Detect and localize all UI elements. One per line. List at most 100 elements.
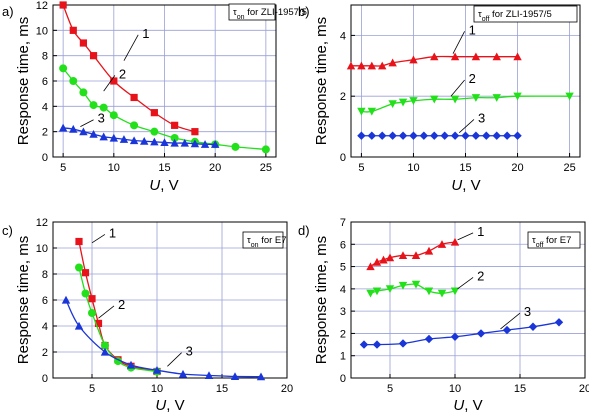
- curve-label: 2: [477, 268, 484, 283]
- curve-label: 2: [118, 297, 125, 312]
- series-2-point-3: [101, 341, 109, 350]
- y-tick-label: 8: [42, 51, 48, 63]
- series-3-point-5: [476, 329, 486, 338]
- x-tick-label: 15: [514, 383, 526, 395]
- series-3-point-1: [74, 321, 84, 330]
- y-tick-label: 0: [42, 373, 48, 385]
- curve-label-leader: [91, 234, 106, 244]
- y-tick-label: 10: [36, 25, 48, 37]
- series-1-point-5: [130, 93, 138, 102]
- legend-text: τoff for ZLI-1957/5: [478, 9, 552, 23]
- curve-label-leader: [500, 312, 521, 330]
- curve-label-leader: [457, 232, 474, 241]
- x-tick-label: 5: [60, 162, 66, 174]
- y-tick-label: 12: [36, 0, 48, 12]
- series-2-point-12: [261, 145, 270, 154]
- y-tick-label: 4: [340, 30, 346, 42]
- series-1-point-3: [94, 319, 103, 327]
- y-tick-label: 1: [340, 351, 346, 363]
- x-tick-label: 10: [151, 383, 163, 395]
- x-axis-label: U, V: [451, 177, 480, 194]
- panel-label: c): [2, 223, 13, 238]
- panel-label: b): [298, 4, 310, 19]
- series-2-point-0: [357, 107, 366, 116]
- series-3-point-15: [210, 140, 220, 148]
- series-3-point-2: [79, 127, 88, 136]
- y-tick-label: 0: [340, 152, 346, 164]
- series-3-point-4: [450, 332, 460, 341]
- series-3-line: [63, 127, 216, 146]
- y-tick-label: 10: [36, 243, 48, 255]
- series-2-point-6: [437, 289, 447, 298]
- y-tick-label: 12: [36, 217, 48, 229]
- series-3-point-5: [409, 131, 418, 140]
- series-3-point-11: [471, 131, 481, 140]
- y-tick-label: 5: [340, 262, 346, 274]
- series-3-point-13: [190, 139, 200, 148]
- y-axis-label: Response time, ms: [313, 236, 330, 364]
- series-1-point-1: [357, 61, 366, 70]
- series-1-point-7: [171, 121, 179, 129]
- series-3-point-12: [482, 131, 491, 140]
- series-2-point-7: [450, 287, 460, 296]
- series-3-point-9: [150, 137, 159, 146]
- y-tick-label: 0: [42, 152, 48, 164]
- chart-panel-4: 5 10 15 20 0 1 2 3 4 5 6 7 1 2 3 τoff for E7 d)Response …: [298, 217, 589, 414]
- series-1-point-5: [411, 251, 421, 260]
- series-2-point-4: [409, 97, 418, 105]
- series-1-point-8: [191, 128, 199, 136]
- curve-label: 1: [109, 225, 116, 240]
- series-3-point-11: [170, 138, 179, 147]
- series-2-point-3: [398, 98, 408, 107]
- y-tick-label: 3: [340, 306, 346, 318]
- y-tick-label: 4: [340, 284, 346, 296]
- curve-label-leader: [458, 119, 475, 133]
- x-tick-label: 10: [108, 162, 120, 174]
- series-3-point-1: [69, 124, 78, 133]
- panel-label: a): [2, 4, 14, 19]
- series-1-point-4: [398, 251, 408, 260]
- series-3-point-14: [200, 140, 210, 148]
- curve-label-leader: [80, 119, 94, 127]
- series-1-line: [62, 4, 196, 133]
- curve-label-leader: [167, 352, 182, 367]
- series-1-point-9: [492, 52, 501, 61]
- series-2-line: [78, 267, 158, 373]
- x-tick-label: 5: [89, 383, 95, 395]
- series-3-point-0: [61, 295, 71, 304]
- series-2-point-9: [513, 92, 522, 101]
- series-3-point-7: [430, 131, 439, 140]
- series-1-point-10: [513, 52, 522, 61]
- curve-label: 2: [119, 66, 126, 81]
- series-2-point-0: [59, 64, 68, 73]
- x-tick-label: 15: [459, 162, 471, 174]
- plot-frame: [350, 221, 586, 379]
- series-2-point-4: [411, 280, 421, 289]
- x-tick-label: 10: [407, 162, 419, 174]
- series-2-point-8: [492, 94, 501, 102]
- series-3-point-2: [378, 131, 387, 140]
- y-tick-label: 2: [340, 91, 346, 103]
- x-tick-label: 5: [358, 162, 364, 174]
- series-3-point-13: [492, 131, 501, 140]
- series-1-point-4: [388, 58, 397, 67]
- series-3-point-14: [502, 131, 512, 140]
- curve-label: 2: [469, 71, 476, 86]
- series-2-point-4: [99, 103, 108, 112]
- curve-label-leader: [457, 277, 474, 290]
- series-3-point-5: [178, 369, 188, 378]
- series-3-point-2: [100, 347, 110, 356]
- series-3-point-6: [119, 135, 129, 143]
- series-2-point-0: [366, 289, 375, 298]
- curve-label-leader: [452, 31, 465, 54]
- series-3-point-4: [99, 132, 108, 141]
- series-1-point-6: [150, 109, 158, 117]
- series-3-point-8: [140, 136, 149, 145]
- curve-label: 1: [477, 224, 484, 239]
- y-tick-label: 6: [340, 239, 346, 251]
- series-2-point-1: [69, 77, 78, 85]
- series-1-point-1: [69, 26, 77, 34]
- series-3-point-10: [461, 131, 470, 140]
- series-3-point-8: [554, 318, 564, 327]
